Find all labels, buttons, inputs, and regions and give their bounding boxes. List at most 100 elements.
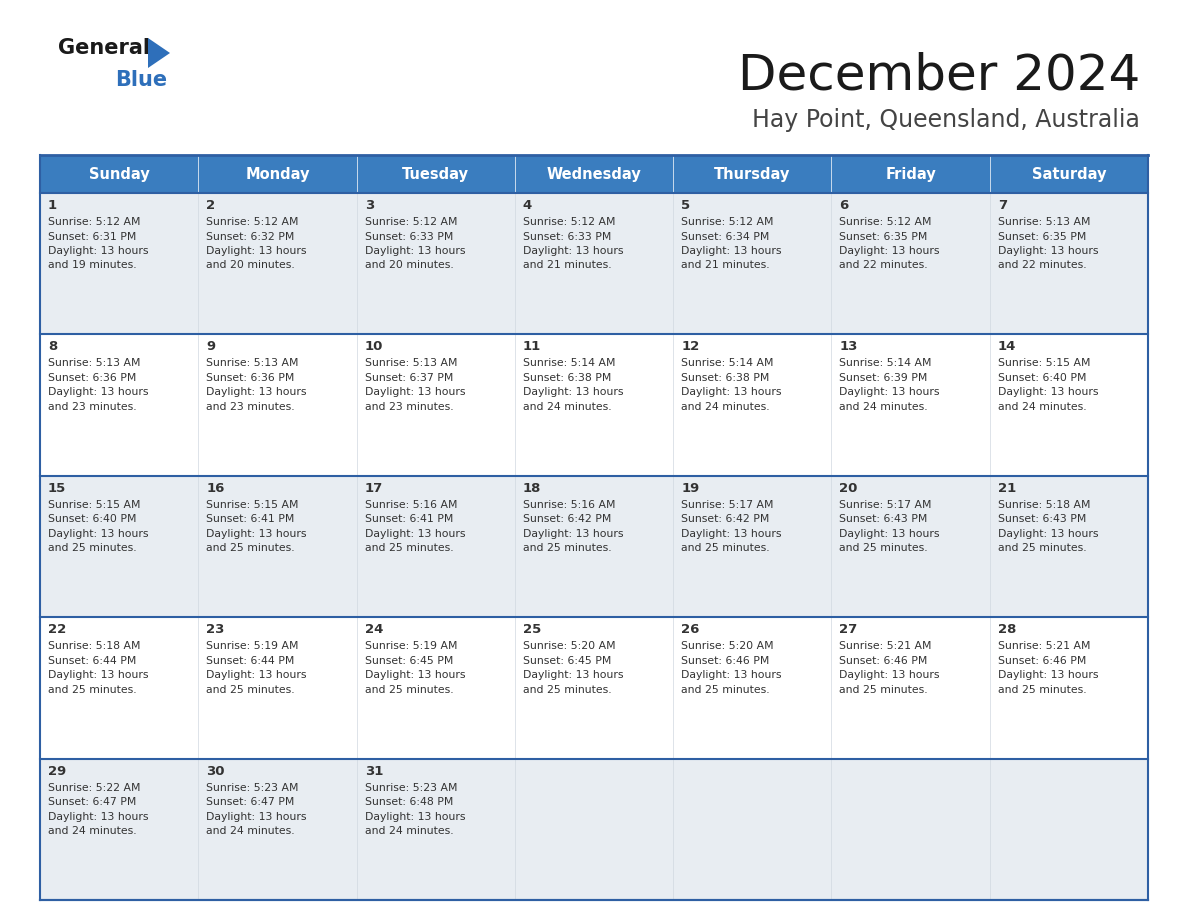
Text: Sunset: 6:38 PM: Sunset: 6:38 PM bbox=[523, 373, 612, 383]
Text: Tuesday: Tuesday bbox=[403, 166, 469, 182]
Text: and 25 minutes.: and 25 minutes. bbox=[365, 543, 453, 554]
Bar bbox=[40, 758, 198, 900]
Text: Sunrise: 5:17 AM: Sunrise: 5:17 AM bbox=[840, 499, 931, 509]
Polygon shape bbox=[148, 38, 170, 68]
Text: and 25 minutes.: and 25 minutes. bbox=[48, 685, 137, 695]
Bar bbox=[356, 193, 514, 334]
Text: Sunrise: 5:23 AM: Sunrise: 5:23 AM bbox=[207, 783, 299, 792]
Text: Monday: Monday bbox=[245, 166, 310, 182]
Text: and 25 minutes.: and 25 minutes. bbox=[207, 685, 295, 695]
Text: Sunrise: 5:23 AM: Sunrise: 5:23 AM bbox=[365, 783, 457, 792]
Text: Daylight: 13 hours: Daylight: 13 hours bbox=[523, 529, 624, 539]
Text: Wednesday: Wednesday bbox=[546, 166, 642, 182]
Bar bbox=[198, 193, 356, 334]
Bar bbox=[674, 476, 832, 617]
Bar bbox=[990, 193, 1148, 334]
Text: and 24 minutes.: and 24 minutes. bbox=[48, 826, 137, 836]
Text: Daylight: 13 hours: Daylight: 13 hours bbox=[523, 246, 624, 256]
Bar bbox=[40, 193, 198, 334]
Text: Sunset: 6:36 PM: Sunset: 6:36 PM bbox=[48, 373, 137, 383]
Text: 2: 2 bbox=[207, 199, 215, 212]
Text: and 25 minutes.: and 25 minutes. bbox=[998, 543, 1086, 554]
Text: Sunrise: 5:21 AM: Sunrise: 5:21 AM bbox=[998, 641, 1091, 651]
Text: 28: 28 bbox=[998, 623, 1016, 636]
Text: Daylight: 13 hours: Daylight: 13 hours bbox=[681, 529, 782, 539]
Bar bbox=[514, 334, 674, 476]
Text: and 24 minutes.: and 24 minutes. bbox=[523, 402, 612, 412]
Bar bbox=[832, 193, 990, 334]
Text: Daylight: 13 hours: Daylight: 13 hours bbox=[840, 246, 940, 256]
Text: Sunrise: 5:16 AM: Sunrise: 5:16 AM bbox=[365, 499, 457, 509]
Bar bbox=[990, 476, 1148, 617]
Text: and 21 minutes.: and 21 minutes. bbox=[523, 261, 612, 271]
Text: 27: 27 bbox=[840, 623, 858, 636]
Text: Sunrise: 5:21 AM: Sunrise: 5:21 AM bbox=[840, 641, 931, 651]
Text: Sunset: 6:48 PM: Sunset: 6:48 PM bbox=[365, 797, 453, 807]
Text: Sunset: 6:44 PM: Sunset: 6:44 PM bbox=[48, 655, 137, 666]
Text: 14: 14 bbox=[998, 341, 1016, 353]
Text: Sunset: 6:33 PM: Sunset: 6:33 PM bbox=[523, 231, 612, 241]
Text: and 24 minutes.: and 24 minutes. bbox=[207, 826, 295, 836]
Text: 25: 25 bbox=[523, 623, 541, 636]
Text: Sunset: 6:38 PM: Sunset: 6:38 PM bbox=[681, 373, 770, 383]
Text: Sunset: 6:41 PM: Sunset: 6:41 PM bbox=[207, 514, 295, 524]
Text: Sunset: 6:35 PM: Sunset: 6:35 PM bbox=[998, 231, 1086, 241]
Text: and 23 minutes.: and 23 minutes. bbox=[207, 402, 295, 412]
Text: Sunrise: 5:22 AM: Sunrise: 5:22 AM bbox=[48, 783, 140, 792]
Text: Daylight: 13 hours: Daylight: 13 hours bbox=[681, 387, 782, 397]
Text: Sunrise: 5:15 AM: Sunrise: 5:15 AM bbox=[207, 499, 299, 509]
Text: Sunset: 6:39 PM: Sunset: 6:39 PM bbox=[840, 373, 928, 383]
Bar bbox=[514, 476, 674, 617]
Text: Daylight: 13 hours: Daylight: 13 hours bbox=[840, 670, 940, 680]
Text: 5: 5 bbox=[681, 199, 690, 212]
Bar bbox=[198, 334, 356, 476]
Text: Daylight: 13 hours: Daylight: 13 hours bbox=[998, 387, 1098, 397]
Text: Sunrise: 5:15 AM: Sunrise: 5:15 AM bbox=[998, 358, 1091, 368]
Text: Daylight: 13 hours: Daylight: 13 hours bbox=[48, 387, 148, 397]
Text: 9: 9 bbox=[207, 341, 215, 353]
Text: 11: 11 bbox=[523, 341, 541, 353]
Bar bbox=[356, 617, 514, 758]
Bar bbox=[198, 476, 356, 617]
Bar bbox=[990, 617, 1148, 758]
Text: and 20 minutes.: and 20 minutes. bbox=[207, 261, 295, 271]
Text: and 25 minutes.: and 25 minutes. bbox=[840, 543, 928, 554]
Text: Daylight: 13 hours: Daylight: 13 hours bbox=[840, 529, 940, 539]
Text: and 24 minutes.: and 24 minutes. bbox=[681, 402, 770, 412]
Text: Sunrise: 5:13 AM: Sunrise: 5:13 AM bbox=[48, 358, 140, 368]
Bar bbox=[198, 758, 356, 900]
Text: 19: 19 bbox=[681, 482, 700, 495]
Text: Sunrise: 5:15 AM: Sunrise: 5:15 AM bbox=[48, 499, 140, 509]
Text: Sunrise: 5:12 AM: Sunrise: 5:12 AM bbox=[365, 217, 457, 227]
Text: Sunrise: 5:19 AM: Sunrise: 5:19 AM bbox=[207, 641, 299, 651]
Bar bbox=[40, 155, 1148, 193]
Text: 3: 3 bbox=[365, 199, 374, 212]
Text: General: General bbox=[58, 38, 150, 58]
Text: Sunrise: 5:14 AM: Sunrise: 5:14 AM bbox=[523, 358, 615, 368]
Bar bbox=[514, 193, 674, 334]
Text: Sunset: 6:42 PM: Sunset: 6:42 PM bbox=[523, 514, 612, 524]
Text: Sunset: 6:37 PM: Sunset: 6:37 PM bbox=[365, 373, 453, 383]
Text: and 20 minutes.: and 20 minutes. bbox=[365, 261, 454, 271]
Bar bbox=[198, 617, 356, 758]
Text: 10: 10 bbox=[365, 341, 383, 353]
Text: and 24 minutes.: and 24 minutes. bbox=[365, 826, 453, 836]
Text: Sunset: 6:31 PM: Sunset: 6:31 PM bbox=[48, 231, 137, 241]
Bar bbox=[832, 617, 990, 758]
Text: Sunrise: 5:16 AM: Sunrise: 5:16 AM bbox=[523, 499, 615, 509]
Text: Sunrise: 5:13 AM: Sunrise: 5:13 AM bbox=[365, 358, 457, 368]
Bar bbox=[674, 334, 832, 476]
Text: Sunset: 6:35 PM: Sunset: 6:35 PM bbox=[840, 231, 928, 241]
Text: Sunset: 6:46 PM: Sunset: 6:46 PM bbox=[681, 655, 770, 666]
Text: 20: 20 bbox=[840, 482, 858, 495]
Text: Sunrise: 5:12 AM: Sunrise: 5:12 AM bbox=[681, 217, 773, 227]
Text: Sunrise: 5:18 AM: Sunrise: 5:18 AM bbox=[48, 641, 140, 651]
Text: Sunrise: 5:12 AM: Sunrise: 5:12 AM bbox=[840, 217, 931, 227]
Text: Sunset: 6:42 PM: Sunset: 6:42 PM bbox=[681, 514, 770, 524]
Text: Daylight: 13 hours: Daylight: 13 hours bbox=[48, 670, 148, 680]
Text: Daylight: 13 hours: Daylight: 13 hours bbox=[998, 670, 1098, 680]
Bar bbox=[832, 758, 990, 900]
Bar bbox=[674, 758, 832, 900]
Bar bbox=[40, 476, 198, 617]
Text: Sunset: 6:47 PM: Sunset: 6:47 PM bbox=[207, 797, 295, 807]
